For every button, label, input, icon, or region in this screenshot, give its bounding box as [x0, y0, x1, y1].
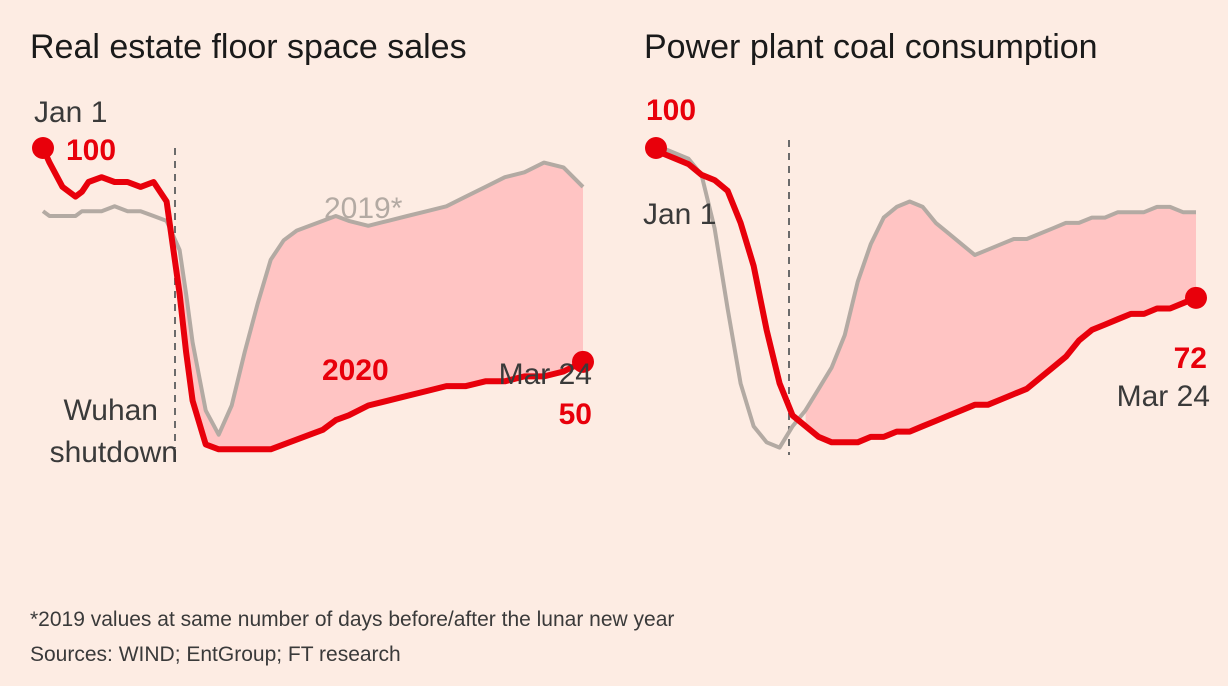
end-point-coal	[1185, 286, 1207, 309]
x-start-label-coal: Jan 1	[643, 198, 716, 231]
start-value-label-coal: 100	[646, 94, 696, 127]
gap-area-real-estate	[179, 162, 583, 450]
series-2019-line-coal	[656, 146, 1196, 450]
panel-coal: Power plant coal consumption 100 Jan 1 7…	[643, 28, 1210, 455]
series-2020-label: 2020	[322, 354, 389, 387]
series-2019-label: 2019*	[324, 192, 403, 225]
panel-title-real-estate: Real estate floor space sales	[30, 28, 467, 66]
panel-title-coal: Power plant coal consumption	[644, 28, 1098, 66]
start-point-coal	[645, 137, 667, 159]
x-end-label-coal: Mar 24	[1117, 380, 1210, 413]
start-point-real-estate	[32, 137, 54, 159]
end-point-real-estate	[572, 350, 594, 373]
footnote: *2019 values at same number of days befo…	[30, 608, 675, 631]
series-2020-line-coal	[653, 145, 1199, 446]
series-2020-line-real-estate	[40, 145, 586, 453]
sources-note: Sources: WIND; EntGroup; FT research	[30, 643, 401, 666]
gap-area-coal	[805, 201, 1196, 443]
shutdown-label-line2: shutdown	[50, 436, 178, 469]
shutdown-label-line1: Wuhan	[63, 394, 158, 427]
series-2019-line-real-estate	[41, 160, 585, 437]
start-value-label-real-estate: 100	[66, 134, 116, 167]
end-value-label-real-estate: 50	[559, 398, 592, 431]
x-end-label-real-estate: Mar 24	[499, 358, 592, 391]
end-value-label-coal: 72	[1174, 342, 1207, 375]
chart-area: Real estate floor space sales Jan 1 100 …	[30, 28, 1210, 469]
x-start-label-real-estate: Jan 1	[34, 96, 107, 129]
panel-real-estate: Real estate floor space sales Jan 1 100 …	[30, 28, 594, 469]
